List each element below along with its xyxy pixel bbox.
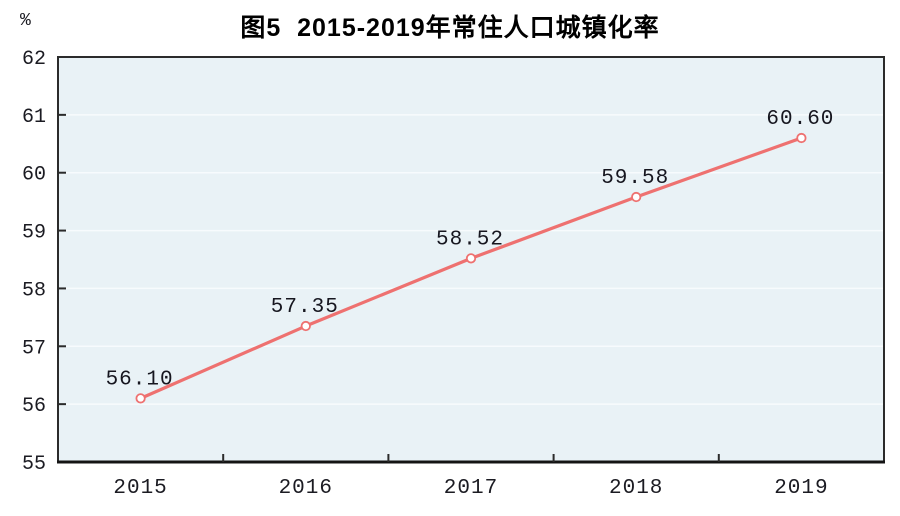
x-axis-label: 2017 [444,477,498,500]
data-point-label: 60.60 [766,108,834,131]
data-point-label: 58.52 [436,228,504,251]
data-point-label: 56.10 [106,368,174,391]
x-axis-label: 2019 [774,477,828,500]
data-point-marker [631,191,642,203]
y-axis-label: 61 [22,106,46,129]
data-point-label: 57.35 [271,296,339,319]
data-point-label: 59.58 [601,167,669,190]
x-axis-label: 2018 [609,477,663,500]
x-axis-label: 2015 [113,477,167,500]
data-point-marker [300,320,311,332]
y-axis-label: 60 [22,164,46,187]
x-axis-label: 2016 [279,477,333,500]
data-point-marker [135,393,146,404]
chart-title: 图5 2015-2019年常住人口城镇化率 [240,14,660,42]
y-axis-label: 58 [22,279,46,302]
y-axis-label: 56 [22,395,46,418]
y-axis-label: 62 [22,48,46,71]
data-point-marker [465,253,477,264]
y-axis-label: 55 [22,453,46,476]
data-point-marker [796,132,807,144]
y-axis-label: 57 [22,337,46,360]
y-axis-label: 59 [22,222,46,245]
y-axis-unit-label: % [20,11,31,31]
